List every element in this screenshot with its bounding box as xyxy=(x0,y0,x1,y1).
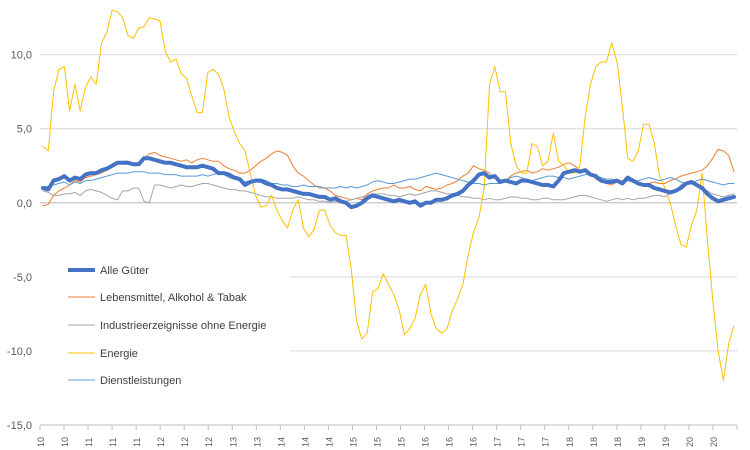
x-tick-label: 11 xyxy=(108,438,118,447)
series-line-3 xyxy=(42,9,735,382)
x-tick-label: 16 xyxy=(469,437,479,447)
x-tick-label: 15 xyxy=(397,437,407,447)
x-tick-label: 12 xyxy=(156,437,166,447)
legend: Alle Güter Lebensmittel, Alkohol & Tabak I… xyxy=(68,265,266,387)
x-tick-label: 12 xyxy=(180,437,190,447)
x-tick-label: 17 xyxy=(517,437,527,447)
x-tick-label: 14 xyxy=(300,437,310,447)
y-tick-label: 5,0 xyxy=(17,124,32,136)
x-tick-label: 18 xyxy=(613,437,623,447)
x-tick-label: 10 xyxy=(36,437,46,447)
x-tick-label: 18 xyxy=(589,437,599,447)
x-tick-label: 20 xyxy=(709,437,719,447)
series-lines xyxy=(41,9,736,382)
y-tick-label: -5,0 xyxy=(13,272,32,284)
y-tick-label: 0,0 xyxy=(17,198,32,210)
x-tick-label: 17 xyxy=(493,437,503,447)
x-tick-label: 13 xyxy=(252,437,262,447)
y-tick-label: -15,0 xyxy=(7,420,32,432)
x-tick-label: 11 xyxy=(132,438,142,447)
y-tick-label: 10,0 xyxy=(11,50,32,62)
x-tick-label: 15 xyxy=(348,437,358,447)
x-tick-label: 15 xyxy=(372,437,382,447)
x-tick-label: 19 xyxy=(661,437,671,447)
series-line-2 xyxy=(42,181,735,204)
x-tick-label: 16 xyxy=(445,437,455,447)
x-tick-label: 16 xyxy=(421,437,431,447)
y-tick-label: -10,0 xyxy=(7,346,32,358)
legend-label: Alle Güter xyxy=(100,265,149,277)
y-axis-tick-labels: -15,0 -10,0 -5,0 0,0 5,0 10,0 xyxy=(7,50,32,432)
legend-label: Energie xyxy=(100,348,138,360)
series-line-0 xyxy=(41,156,736,210)
x-tick-label: 14 xyxy=(324,437,334,447)
legend-label: Industrieerzeignisse ohne Energie xyxy=(100,320,266,332)
x-tick-label: 10 xyxy=(60,437,70,447)
x-tick-label: 11 xyxy=(84,438,94,447)
x-tick-label: 13 xyxy=(228,437,238,447)
x-tick-label: 19 xyxy=(637,437,647,447)
legend-label: Lebensmittel, Alkohol & Tabak xyxy=(100,292,247,304)
x-axis: 10 10 11 11 11 12 12 12 13 13 14 14 14 15 15 15 16 16 16 17… xyxy=(36,424,738,447)
x-tick-label: 20 xyxy=(685,437,695,447)
x-tick-label: 18 xyxy=(565,437,575,447)
x-tick-label: 14 xyxy=(276,437,286,447)
x-tick-label: 17 xyxy=(541,437,551,447)
legend-label: Dienstleistungen xyxy=(100,375,181,387)
x-tick-label: 12 xyxy=(204,437,214,447)
